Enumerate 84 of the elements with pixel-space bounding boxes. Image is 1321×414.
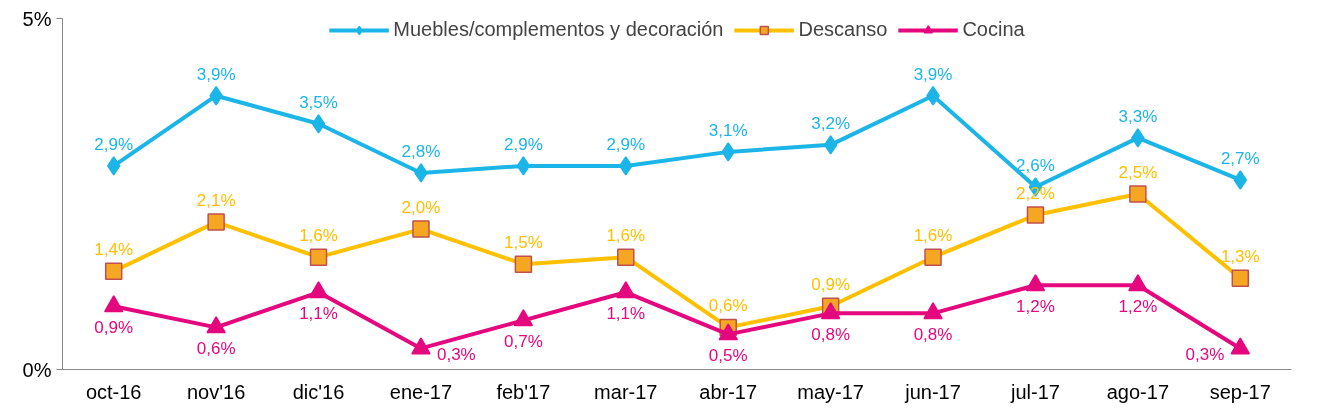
- data-label: 1,1%: [299, 304, 338, 324]
- data-label: 1,6%: [913, 226, 953, 246]
- point: [414, 163, 428, 183]
- x-tick-label: mar-17: [594, 380, 658, 403]
- x-tick-label: nov'16: [186, 380, 246, 403]
- point: [616, 281, 636, 299]
- data-label: 2,8%: [401, 141, 441, 161]
- data-label: 2,9%: [94, 134, 134, 154]
- data-label: 3,3%: [1118, 106, 1158, 126]
- x-tick-label: sep-17: [1209, 380, 1271, 403]
- data-label: 0,3%: [1185, 344, 1225, 364]
- data-label: 2,0%: [401, 198, 441, 218]
- x-tick-label: feb'17: [496, 380, 551, 403]
- x-tick-label: jul-17: [1010, 380, 1060, 403]
- point: [104, 262, 123, 280]
- x-tick-label: jun-17: [904, 380, 961, 403]
- x-tick-label: abr-17: [699, 380, 758, 403]
- point: [1026, 206, 1045, 224]
- data-label: 3,9%: [913, 64, 953, 84]
- legend-label: Cocina: [962, 18, 1025, 41]
- point: [820, 302, 841, 320]
- point: [309, 248, 328, 266]
- point: [514, 255, 533, 273]
- point: [617, 248, 635, 266]
- data-label: 1,4%: [94, 240, 134, 260]
- data-label: 2,5%: [1118, 163, 1158, 182]
- point: [619, 156, 633, 176]
- y-tick-label: 0%: [22, 358, 52, 381]
- data-label: 0,5%: [708, 346, 748, 366]
- point: [103, 295, 124, 313]
- data-label: 2,2%: [1016, 184, 1055, 204]
- point: [207, 213, 225, 231]
- point: [923, 302, 943, 320]
- data-label: 3,5%: [299, 92, 338, 112]
- data-label: 0,3%: [436, 344, 476, 364]
- data-label: 1,6%: [606, 226, 646, 246]
- data-label: 0,9%: [94, 318, 134, 338]
- point: [924, 248, 942, 266]
- legend-label: Muebles/complementos y decoración: [393, 18, 724, 41]
- data-label: 3,9%: [196, 64, 236, 84]
- data-label: 0,6%: [196, 339, 236, 359]
- point: [1230, 337, 1251, 355]
- point: [1131, 128, 1145, 148]
- data-label: 2,9%: [504, 134, 543, 154]
- x-tick-label: oct-16: [85, 380, 142, 403]
- point: [308, 281, 329, 299]
- point: [412, 220, 430, 238]
- point: [1231, 269, 1250, 287]
- data-label: 1,6%: [299, 226, 338, 246]
- point: [106, 156, 121, 176]
- data-label: 1,3%: [1220, 247, 1260, 267]
- legend-label: Descanso: [798, 18, 888, 41]
- point: [823, 135, 838, 155]
- data-label: 2,6%: [1016, 155, 1055, 175]
- data-label: 3,1%: [708, 120, 748, 140]
- data-label: 0,7%: [504, 332, 543, 352]
- point: [1233, 170, 1248, 190]
- x-tick-label: ago-17: [1106, 380, 1170, 403]
- point: [206, 316, 226, 334]
- point: [718, 323, 738, 341]
- data-label: 0,6%: [708, 296, 748, 316]
- data-label: 1,2%: [1118, 297, 1158, 317]
- data-label: 1,2%: [1016, 297, 1055, 317]
- point: [516, 156, 531, 176]
- data-label: 2,9%: [606, 134, 646, 154]
- data-label: 0,8%: [913, 325, 953, 345]
- point: [721, 142, 735, 162]
- point: [311, 114, 326, 134]
- point: [411, 337, 431, 355]
- y-tick-label: 5%: [22, 7, 52, 30]
- data-label: 3,2%: [811, 113, 850, 133]
- point: [1025, 274, 1046, 292]
- point: [513, 309, 534, 327]
- x-tick-label: dic'16: [292, 380, 345, 403]
- data-label: 1,5%: [504, 233, 543, 253]
- data-label: 2,1%: [196, 191, 236, 211]
- data-label: 1,1%: [606, 304, 646, 324]
- point: [1128, 274, 1148, 292]
- data-label: 2,7%: [1220, 148, 1260, 168]
- x-tick-label: ene-17: [389, 380, 453, 403]
- data-label: 0,8%: [811, 325, 850, 345]
- x-tick-label: may-17: [797, 380, 864, 403]
- point: [1129, 185, 1147, 203]
- data-label: 0,9%: [811, 275, 850, 295]
